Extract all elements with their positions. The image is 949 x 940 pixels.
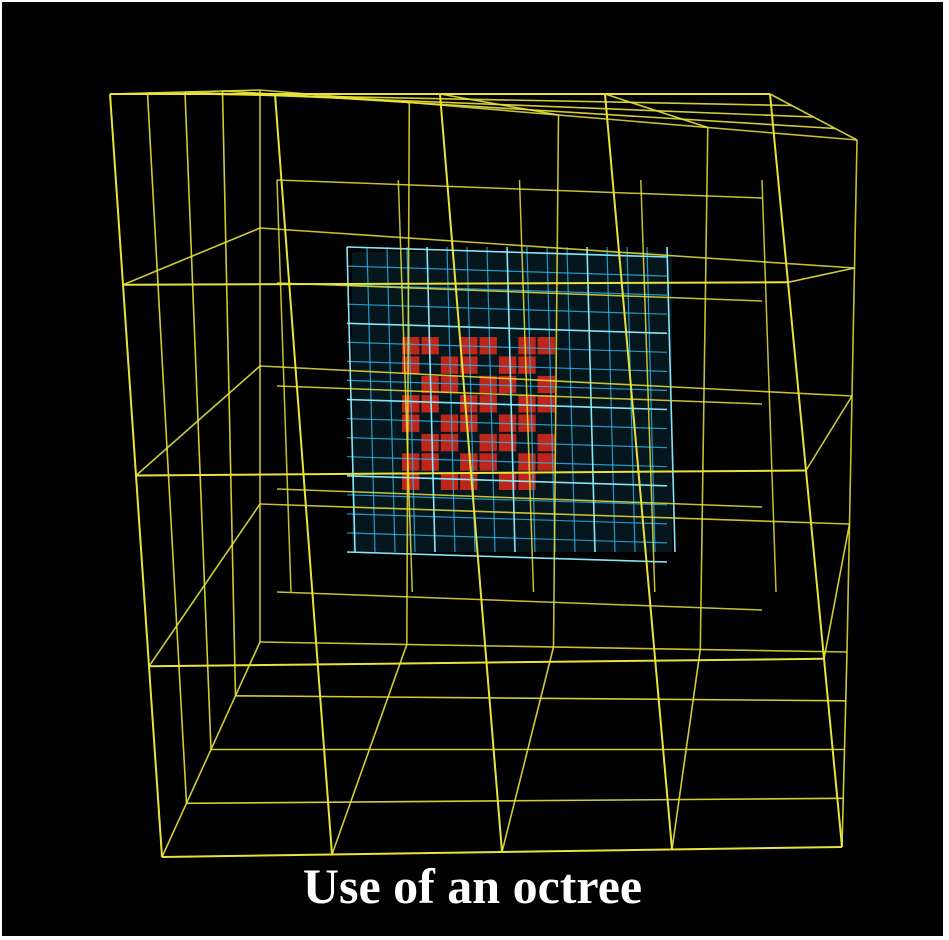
medium-grid-major-vertical — [426, 246, 436, 553]
medium-grid-vertical — [566, 246, 576, 553]
figure-caption: Use of an octree — [302, 858, 643, 914]
fine-cell — [537, 337, 555, 355]
coarse-front-vertical — [604, 93, 673, 850]
medium-grid-horizontal — [346, 437, 668, 449]
coarse-bottom-division — [186, 797, 844, 805]
inner-box-vertical — [397, 179, 414, 593]
fine-cell — [440, 433, 459, 452]
fine-cell — [421, 395, 439, 413]
fine-cell — [498, 375, 517, 394]
medium-grid-major-horizontal — [346, 551, 668, 563]
fine-cell — [518, 356, 536, 374]
medium-grid-horizontal — [346, 513, 668, 525]
fine-cell — [440, 414, 459, 432]
medium-grid-horizontal — [346, 284, 668, 296]
medium-grid-horizontal — [346, 456, 668, 468]
coarse-top-division — [222, 90, 836, 130]
medium-grid-horizontal — [346, 379, 668, 391]
coarse-grid-back-lines — [109, 89, 858, 858]
coarse-bottom-division — [235, 695, 846, 702]
medium-grid-major-horizontal — [346, 322, 668, 335]
inner-box-vertical — [518, 179, 535, 593]
inner-box-horizontal — [276, 282, 763, 302]
fine-cell — [498, 356, 517, 374]
fine-cell — [440, 472, 459, 490]
medium-grid-horizontal — [346, 360, 668, 372]
medium-grid-horizontal — [346, 494, 668, 506]
inner-box-vertical — [761, 179, 777, 593]
coarse-top-division — [184, 91, 814, 118]
medium-grid-vertical — [486, 246, 496, 553]
fine-cell — [460, 472, 478, 490]
fine-cell — [537, 375, 555, 394]
coarse-left-division — [221, 90, 237, 696]
fine-cell — [402, 337, 420, 355]
fine-cell — [537, 453, 555, 471]
fine-cell — [402, 356, 420, 374]
medium-grid-major-horizontal — [346, 475, 668, 487]
medium-grid-horizontal — [346, 532, 668, 544]
fine-cell — [537, 395, 555, 413]
coarse-front-horizontal — [161, 846, 843, 858]
medium-grid-major-horizontal — [346, 398, 668, 411]
coarse-grid-inner-box — [276, 179, 777, 611]
fine-cell — [402, 472, 420, 490]
medium-grid-major-vertical — [506, 246, 516, 553]
fine-cell — [479, 453, 497, 471]
coarse-left-division — [184, 91, 212, 750]
medium-grid-vertical — [446, 246, 456, 553]
fine-cell — [460, 414, 478, 432]
fine-cell — [421, 453, 439, 471]
inner-box-horizontal — [276, 488, 763, 508]
fine-cell — [402, 453, 420, 471]
coarse-front-horizontal — [135, 469, 807, 477]
fine-cell — [421, 433, 439, 452]
coarse-depth-edge — [787, 267, 855, 284]
coarse-back-horizontal — [259, 365, 853, 397]
coarse-front-vertical — [769, 93, 843, 848]
medium-grid-vertical — [386, 246, 396, 553]
coarse-back-horizontal — [259, 503, 850, 525]
inner-box-horizontal — [276, 591, 763, 611]
medium-grid-horizontal — [346, 341, 668, 353]
fine-cell — [537, 433, 555, 452]
coarse-depth-edge — [805, 395, 853, 471]
coarse-grid-front-lines — [109, 93, 843, 858]
inner-box-horizontal — [276, 385, 763, 405]
fine-cell — [518, 337, 536, 355]
fine-cell — [440, 375, 459, 394]
medium-grid-horizontal — [346, 418, 668, 430]
fine-cell — [479, 337, 497, 355]
coarse-left-division — [146, 92, 188, 804]
coarse-back-vertical — [699, 127, 709, 650]
medium-grid-horizontal — [346, 303, 668, 315]
inner-box-vertical — [640, 179, 656, 593]
coarse-depth-edge — [823, 523, 851, 659]
coarse-front-horizontal — [148, 657, 825, 668]
fine-cell — [402, 414, 420, 432]
